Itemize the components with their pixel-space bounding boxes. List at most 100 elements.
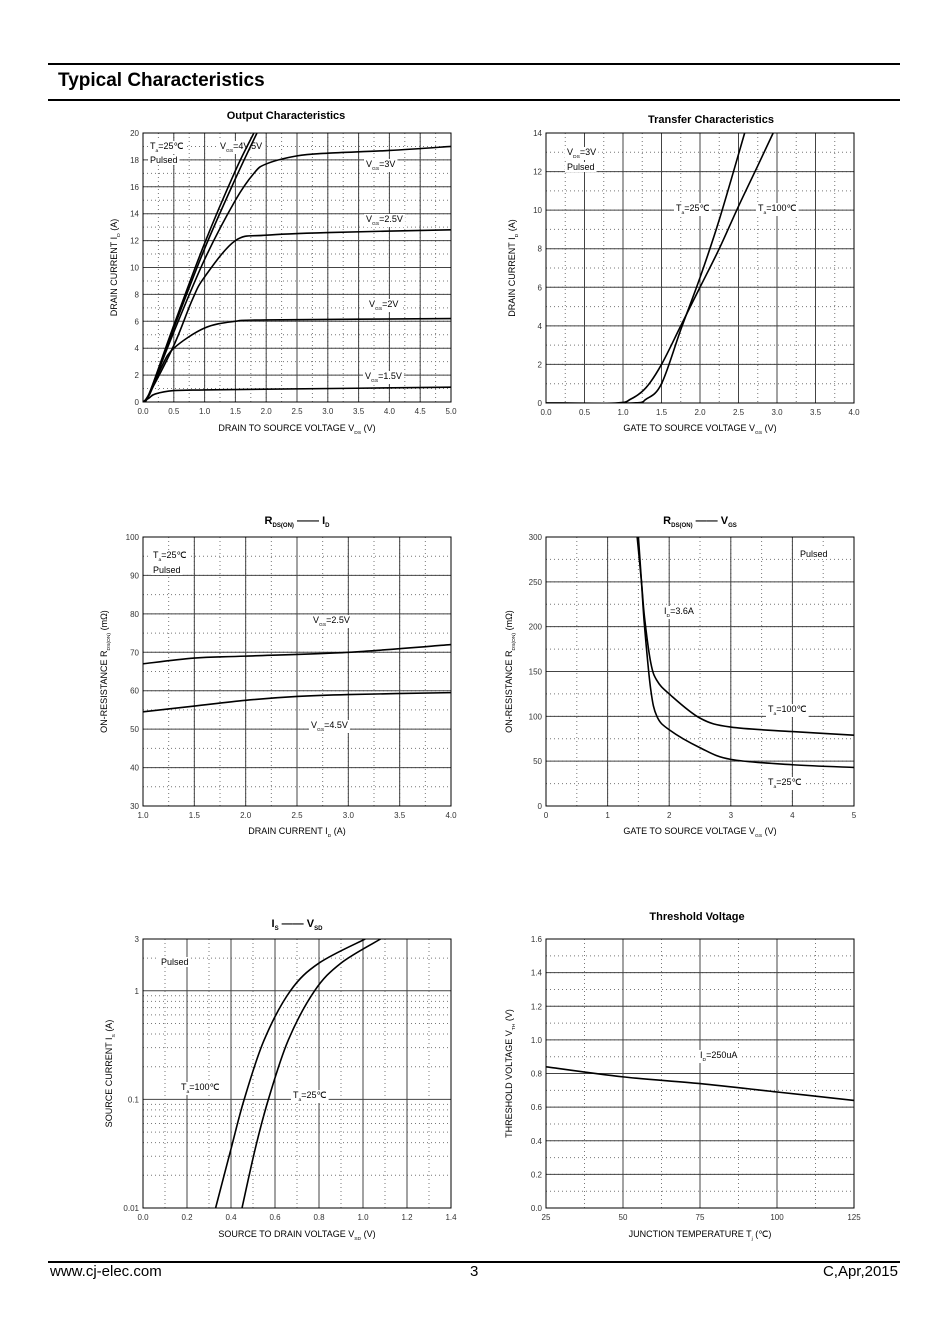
text-segment: =3.6A	[670, 606, 694, 616]
x-tick-label: 4	[790, 811, 795, 820]
x-tick-label: 2.0	[694, 408, 706, 417]
x-tick-label: 4.0	[848, 408, 860, 417]
annotation-label: Ta=25℃	[150, 141, 184, 154]
y-tick-label: 50	[130, 725, 139, 734]
y-axis-label: DRAIN CURRENT ID (A)	[109, 219, 122, 316]
x-tick-label: 2	[667, 811, 672, 820]
annotation-bg	[148, 155, 180, 165]
x-tick-label: 3.5	[353, 407, 365, 416]
y-tick-label: 0.0	[531, 1204, 543, 1213]
y-tick-label: 12	[130, 237, 139, 246]
x-tick-label: 0	[544, 811, 549, 820]
text-segment: GS	[728, 523, 737, 529]
series-line-VGS3V	[143, 145, 451, 402]
y-tick-label: 30	[130, 802, 139, 811]
chart-3: 1.0 1.5 2.0 2.5 3.0 3.5 4.0 30 40 50 60 70 80 90 100 Ta…	[99, 515, 457, 839]
text-segment: =4.5V	[324, 720, 348, 730]
annotation-label: Ta=100℃	[768, 704, 807, 717]
y-tick-label: 8	[135, 290, 140, 299]
text-segment: a	[682, 211, 685, 216]
footer-website[interactable]: www.cj-elec.com	[50, 1263, 162, 1280]
series-line-Ta100	[636, 537, 854, 736]
text-segment: GS	[372, 166, 380, 172]
y-tick-label: 4	[135, 344, 140, 353]
annotation-bg	[148, 141, 186, 154]
text-segment: SOURCE CURRENT I	[104, 1037, 114, 1127]
x-tick-label: 0.8	[313, 1213, 325, 1222]
text-segment: =3V	[580, 147, 596, 157]
x-tick-label: 100	[770, 1213, 784, 1222]
annotation-bg	[766, 704, 809, 717]
text-segment: Pulsed	[567, 162, 595, 172]
text-segment: S	[275, 926, 279, 932]
series-line-VGS4.5V	[143, 691, 451, 713]
text-segment: (mΩ)	[99, 610, 109, 633]
annotation-label: ID=3.6A	[664, 606, 694, 619]
text-segment: V	[313, 615, 319, 625]
text-segment: =25℃	[161, 550, 186, 560]
text-segment: Transfer Characteristics	[648, 114, 774, 126]
y-axis-label: DRAIN CURRENT ID (A)	[507, 219, 520, 316]
x-tick-label: 1.0	[357, 1213, 369, 1222]
annotation-bg	[756, 203, 799, 216]
x-tick-label: 2.5	[291, 407, 303, 416]
annotation-bg	[364, 214, 405, 227]
text-segment: T	[758, 203, 764, 213]
x-axis-label: GATE TO SOURCE VOLTAGE VGS (V)	[623, 826, 776, 839]
annotation-bg	[364, 159, 398, 172]
x-axis-label: DRAIN TO SOURCE VOLTAGE VDS (V)	[218, 423, 375, 436]
text-segment: ON-RESISTANCE R	[504, 650, 514, 733]
y-tick-label: 14	[533, 129, 542, 138]
y-tick-label: 0	[538, 399, 543, 408]
chart-title: IS —— VSD	[272, 918, 324, 932]
text-segment: ON-RESISTANCE R	[99, 650, 109, 733]
annotation-bg	[151, 565, 183, 575]
x-tick-label: 1.0	[137, 811, 149, 820]
x-axis-label: DRAIN CURRENT ID (A)	[248, 826, 345, 839]
annotation-label: Pulsed	[150, 155, 178, 165]
y-tick-label: 0.8	[531, 1070, 543, 1079]
footer-page-number: 3	[470, 1263, 479, 1280]
text-segment: D	[116, 233, 122, 237]
series-line-VGS2.5V	[143, 229, 451, 402]
x-tick-label: 1.4	[445, 1213, 457, 1222]
text-segment: Pulsed	[800, 549, 828, 559]
x-tick-label: 3.0	[771, 408, 783, 417]
text-segment: DS	[354, 430, 362, 436]
y-axis-label: ON-RESISTANCE RDS(ON) (mΩ)	[504, 610, 517, 733]
annotation-bg	[218, 141, 265, 154]
annotation-bg	[698, 1050, 740, 1063]
x-tick-label: 0.0	[137, 407, 149, 416]
text-segment: =2.5V	[379, 214, 403, 224]
annotation-label: Pulsed	[567, 162, 595, 172]
x-tick-label: 50	[619, 1213, 628, 1222]
annotation-bg	[766, 777, 804, 790]
text-segment: =100℃	[776, 704, 806, 714]
chart-2: 0.0 0.5 1.0 1.5 2.0 2.5 3.0 3.5 4.002468101214VD…	[507, 114, 860, 436]
x-tick-label: 2.5	[291, 811, 303, 820]
text-segment: V	[366, 214, 372, 224]
series-line-Ta25	[241, 939, 382, 1208]
text-segment: =3V	[379, 159, 395, 169]
y-tick-label: 90	[130, 571, 139, 580]
y-tick-label: 0.4	[531, 1137, 543, 1146]
annotation-bg	[565, 147, 599, 160]
plot-frame	[545, 132, 855, 404]
x-tick-label: 2.5	[733, 408, 745, 417]
annotation-bg	[159, 957, 191, 967]
text-segment: SD	[354, 1236, 361, 1242]
series-line-Ta100	[214, 939, 366, 1208]
y-tick-label: 1.4	[531, 969, 543, 978]
annotation-bg	[291, 1090, 329, 1103]
series-line-VGS2.5V	[143, 643, 451, 665]
x-tick-label: 4.5	[415, 407, 427, 416]
text-segment: GS	[226, 148, 234, 154]
annotation-label: Ta=25℃	[768, 777, 802, 790]
text-segment: =25℃	[158, 141, 183, 151]
text-segment: a	[764, 211, 767, 216]
x-tick-label: 0.0	[540, 408, 552, 417]
x-tick-label: 0.2	[181, 1213, 193, 1222]
text-segment: a	[774, 712, 777, 717]
text-segment: (℃)	[753, 1229, 772, 1239]
text-segment: Threshold Voltage	[649, 911, 744, 923]
